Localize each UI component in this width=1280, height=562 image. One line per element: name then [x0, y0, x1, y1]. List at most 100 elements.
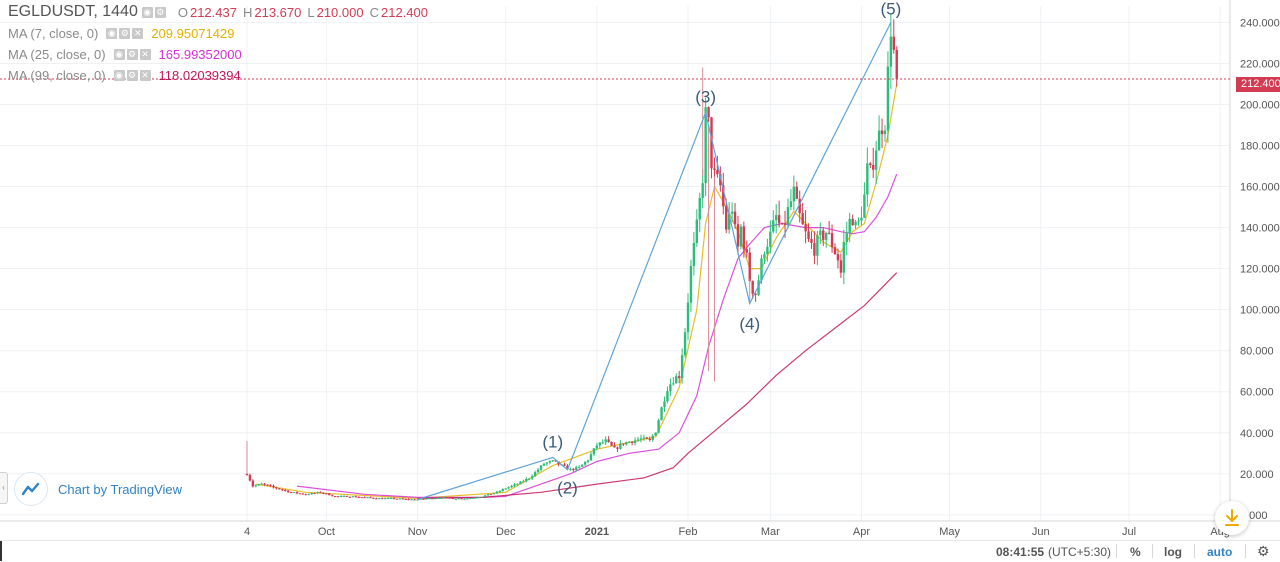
branding-text: Chart by TradingView [58, 481, 183, 497]
ma99-controls[interactable]: ◉ ⚙ ✕ [113, 70, 151, 81]
candle-body [513, 484, 516, 486]
candle-body [707, 107, 710, 118]
candle-body [842, 242, 846, 273]
tradingview-cloud-icon [14, 472, 48, 506]
candle-body [786, 207, 790, 225]
candle-body [613, 445, 616, 448]
candle-body [248, 475, 252, 481]
collapse-tab[interactable]: ‹ [0, 472, 8, 504]
candle-body [348, 496, 352, 498]
candle-body [742, 226, 746, 250]
candle-body [410, 499, 413, 501]
candle-body [751, 281, 754, 294]
auto-toggle[interactable]: auto [1207, 545, 1233, 559]
ma25-legend-row[interactable]: MA (25, close, 0) ◉ ⚙ ✕ 165.99352000 [8, 47, 242, 62]
candle-body [633, 440, 637, 443]
candle-body [381, 498, 384, 500]
download-icon [1225, 509, 1239, 526]
settings-icon[interactable]: ⚙ [119, 28, 131, 39]
candle-body [645, 437, 649, 439]
ma7-value: 209.95071429 [151, 26, 235, 41]
percent-toggle[interactable]: % [1130, 545, 1141, 559]
candle-body [263, 483, 266, 485]
candle-body [686, 302, 690, 333]
candle-body [466, 498, 469, 500]
y-tick-label: 20.000 [1240, 469, 1274, 481]
candle-body [351, 496, 355, 498]
wave-path-line [417, 22, 892, 501]
candle-body [739, 226, 743, 247]
candle-body [780, 223, 784, 225]
candle-body [733, 211, 737, 225]
price-chart[interactable]: (1)(2)(3)(4)(5) 0.00020.00040.00060.0008… [0, 0, 1280, 540]
tradingview-branding[interactable]: Chart by TradingView [14, 472, 182, 506]
close-icon[interactable]: ✕ [139, 70, 151, 81]
candle-body [507, 487, 510, 489]
gear-icon[interactable]: ⚙ [1257, 543, 1270, 559]
ma-line [255, 83, 898, 500]
timezone-button[interactable]: (UTC+5:30) [1048, 545, 1112, 559]
candle-body [566, 465, 569, 470]
eye-icon[interactable]: ◉ [113, 70, 125, 81]
symbol-controls[interactable]: ◉ ⚙ [141, 6, 166, 18]
candle-body [822, 230, 825, 240]
candle-body [260, 483, 263, 485]
eye-icon[interactable]: ◉ [141, 6, 153, 18]
y-tick-label: 180.000 [1240, 141, 1280, 153]
wave-label: (2) [557, 479, 578, 498]
candle-body [266, 484, 269, 486]
candle-body [619, 443, 622, 449]
candle-body [727, 213, 731, 230]
candle-body [298, 493, 302, 495]
candle-body [428, 498, 431, 500]
candle-body [342, 495, 346, 497]
candle-body [872, 164, 875, 170]
candle-body [322, 492, 325, 494]
log-toggle[interactable]: log [1164, 545, 1182, 559]
eye-icon[interactable]: ◉ [113, 49, 125, 60]
candle-body [413, 499, 416, 501]
candle-body [889, 36, 893, 67]
close-label: C [369, 4, 379, 20]
candle-body [495, 491, 499, 494]
candle-body [807, 231, 810, 240]
candle-body [325, 493, 328, 495]
candle-body [519, 481, 522, 485]
wave-label: (1) [542, 432, 563, 451]
settings-icon[interactable]: ⚙ [126, 49, 138, 60]
settings-icon[interactable]: ⚙ [126, 70, 138, 81]
close-icon[interactable]: ✕ [139, 49, 151, 60]
candle-body [386, 498, 390, 500]
candle-body [589, 454, 593, 461]
x-tick-label: Oct [318, 526, 335, 538]
candle-body [610, 441, 613, 446]
eye-icon[interactable]: ◉ [106, 28, 118, 39]
x-tick-label: Mar [761, 526, 780, 538]
last-price-badge: 212.400 [1236, 77, 1280, 92]
candle-body [398, 498, 402, 500]
candle-body [766, 246, 769, 255]
ma99-legend-row[interactable]: MA (99, close, 0) ◉ ⚙ ✕ 118.02039394 [8, 68, 241, 83]
candle-body [754, 293, 757, 295]
settings-icon[interactable]: ⚙ [154, 6, 166, 18]
axes: 0.00020.00040.00060.00080.000100.000120.… [0, 0, 1280, 538]
separator [1194, 544, 1195, 558]
candle-body [725, 206, 728, 230]
candle-body [572, 468, 575, 471]
ma7-legend-row[interactable]: MA (7, close, 0) ◉ ⚙ ✕ 209.95071429 [8, 26, 234, 41]
ma7-controls[interactable]: ◉ ⚙ ✕ [106, 28, 144, 39]
candle-body [772, 220, 775, 232]
candle-body [813, 242, 816, 256]
candle-body [269, 485, 272, 487]
candle-body [628, 441, 631, 443]
candle-body [436, 497, 440, 499]
ma25-controls[interactable]: ◉ ⚙ ✕ [113, 49, 151, 60]
candle-body [663, 401, 666, 408]
close-icon[interactable]: ✕ [132, 28, 144, 39]
candle-body [642, 437, 646, 439]
candle-body [301, 493, 305, 495]
symbol-title: EGLDUSDT, 1440 [8, 3, 138, 20]
download-button[interactable] [1215, 501, 1249, 535]
symbol-legend-row[interactable]: EGLDUSDT, 1440 ◉ ⚙ O 212.437 H 213.670 L 210… [8, 3, 428, 21]
candle-body [763, 254, 766, 259]
